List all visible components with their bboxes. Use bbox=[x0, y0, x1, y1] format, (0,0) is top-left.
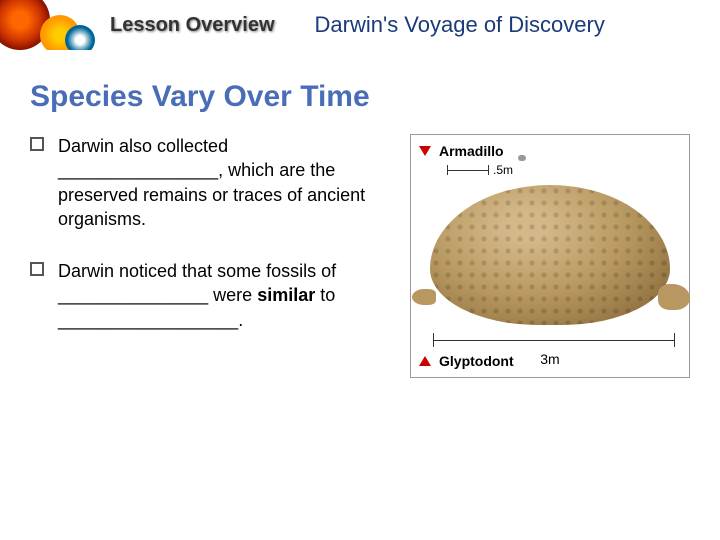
section-title: Species Vary Over Time bbox=[30, 80, 720, 114]
content-row: Darwin also collected ________________, … bbox=[0, 134, 720, 378]
triangle-up-icon bbox=[419, 356, 431, 366]
glyptodont-label: Glyptodont bbox=[439, 353, 514, 369]
bullet-text-bold: similar bbox=[257, 285, 315, 305]
slide-header: Lesson Overview Darwin's Voyage of Disco… bbox=[0, 0, 720, 50]
corner-ornament bbox=[0, 0, 100, 50]
armadillo-scale: .5m bbox=[447, 163, 681, 177]
armadillo-label: Armadillo bbox=[439, 143, 504, 159]
glyptodont-scale-text: 3m bbox=[540, 351, 559, 367]
triangle-down-icon bbox=[419, 146, 431, 156]
text-column: Darwin also collected ________________, … bbox=[30, 134, 390, 378]
checkbox-icon bbox=[30, 137, 44, 151]
lesson-overview-label: Lesson Overview bbox=[110, 14, 275, 37]
glyptodont-illustration bbox=[430, 185, 670, 325]
armadillo-label-row: Armadillo bbox=[419, 143, 681, 159]
figure-box: Armadillo .5m 3m Glyptodont bbox=[410, 134, 690, 378]
lesson-title: Darwin's Voyage of Discovery bbox=[315, 12, 605, 38]
bullet-item: Darwin also collected ________________, … bbox=[30, 134, 390, 231]
checkbox-icon bbox=[30, 262, 44, 276]
bullet-text: Darwin also collected ________________, … bbox=[58, 136, 365, 229]
glyptodont-head bbox=[658, 284, 690, 310]
figure-column: Armadillo .5m 3m Glyptodont bbox=[410, 134, 690, 378]
glyptodont-scale: 3m bbox=[425, 333, 675, 347]
bullet-item: Darwin noticed that some fossils of ____… bbox=[30, 259, 390, 332]
armadillo-scale-text: .5m bbox=[493, 163, 513, 177]
glyptodont-tail bbox=[412, 289, 436, 305]
